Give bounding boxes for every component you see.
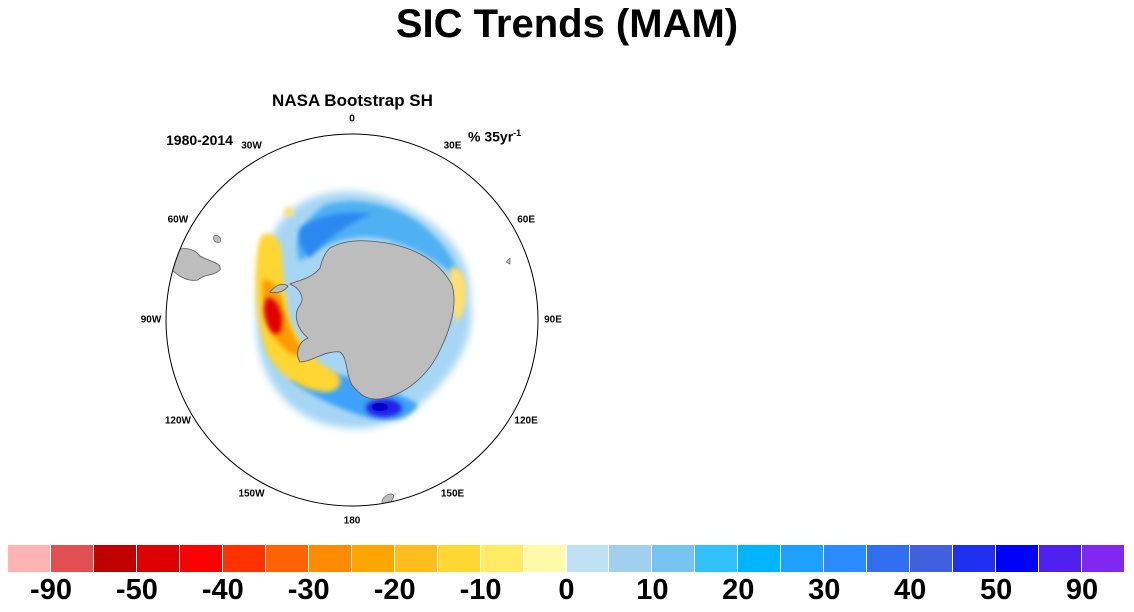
- colorbar-swatch: [351, 545, 395, 572]
- colorbar-tick-label: 50: [979, 574, 1013, 606]
- colorbar-tick-label: 10: [636, 574, 669, 606]
- panel-title: NASA Bootstrap SH: [272, 91, 433, 110]
- period-label: 1980-2014: [166, 132, 233, 148]
- units-base: % 35yr: [468, 128, 514, 145]
- weddell-darkblue: [298, 212, 372, 258]
- colorbar-swatch: [695, 545, 739, 572]
- colorbar-swatch: [50, 545, 94, 572]
- map-content: [170, 191, 511, 506]
- antarctic-peninsula: [269, 283, 289, 294]
- falkland-islands: [213, 235, 221, 243]
- colorbar-swatch: [222, 545, 266, 572]
- colorbar: [8, 545, 1125, 572]
- colorbar-swatch: [652, 545, 696, 572]
- colorbar-swatch: [179, 545, 223, 572]
- colorbar-tick-label: -40: [201, 574, 244, 606]
- page-title: SIC Trends (MAM): [395, 2, 739, 46]
- longitude-label: 120W: [164, 415, 191, 426]
- colorbar-swatch: [136, 545, 180, 572]
- longitude-label: 60E: [517, 214, 535, 225]
- colorbar-swatch: [910, 545, 954, 572]
- longitude-label: 0: [349, 113, 355, 125]
- ab-red: [264, 297, 283, 335]
- longitude-label: 90E: [544, 314, 562, 326]
- colorbar-swatch: [265, 545, 309, 572]
- colorbar-tick-label: -10: [459, 574, 502, 606]
- longitude-label: 150E: [440, 488, 465, 500]
- colorbar-swatch: [824, 545, 868, 572]
- colorbar-tick-label: 30: [808, 574, 841, 606]
- colorbar-swatch: [867, 545, 911, 572]
- colorbar-swatch: [480, 545, 524, 572]
- units-exponent: -1: [513, 128, 522, 138]
- colorbar-swatch: [394, 545, 438, 572]
- colorbar-tick-label: -50: [115, 574, 158, 606]
- colorbar-swatch: [781, 545, 825, 572]
- colorbar-swatch: [437, 545, 481, 572]
- colorbar-swatch: [566, 545, 610, 572]
- longitude-label: 60W: [167, 214, 189, 225]
- colorbar-tick-label: -30: [287, 574, 330, 606]
- colorbar-swatch: [93, 545, 137, 572]
- colorbar-tick-label: 0: [558, 574, 575, 606]
- colorbar-tick-label: 90: [1065, 574, 1099, 606]
- antarctica-landmass: [288, 240, 455, 400]
- colorbar-tick-label: 20: [722, 574, 755, 606]
- longitude-label: 180: [343, 515, 361, 527]
- polar-map: [165, 133, 539, 507]
- longitude-label: 30E: [443, 140, 462, 152]
- units-label: % 35yr-1: [468, 128, 521, 145]
- colorbar-swatch: [609, 545, 653, 572]
- colorbar-swatch: [996, 545, 1040, 572]
- kerguelen-island: [505, 257, 511, 265]
- colorbar-swatch: [1039, 545, 1083, 572]
- ab-orange: [262, 279, 308, 357]
- longitude-label: 30W: [241, 140, 262, 152]
- colorbar-swatch: [8, 545, 51, 572]
- new-zealand-landmass: [381, 493, 395, 506]
- longitude-label: 150W: [238, 488, 265, 500]
- colorbar-swatch: [1082, 545, 1125, 572]
- colorbar-swatch: [953, 545, 997, 572]
- colorbar-tick-label: -20: [373, 574, 416, 606]
- colorbar-swatch: [523, 545, 567, 572]
- map-boundary-circle: [165, 133, 539, 507]
- ross-strong-core: [372, 403, 388, 411]
- ab-yellow: [255, 233, 341, 392]
- colorbar-tick-label: 40: [894, 574, 927, 606]
- longitude-label: 90W: [140, 314, 162, 326]
- colorbar-swatch: [738, 545, 782, 572]
- colorbar-tick-label: -90: [30, 574, 72, 606]
- longitude-label: 120E: [514, 415, 538, 426]
- colorbar-swatch: [308, 545, 352, 572]
- weddell-yellow: [284, 206, 294, 218]
